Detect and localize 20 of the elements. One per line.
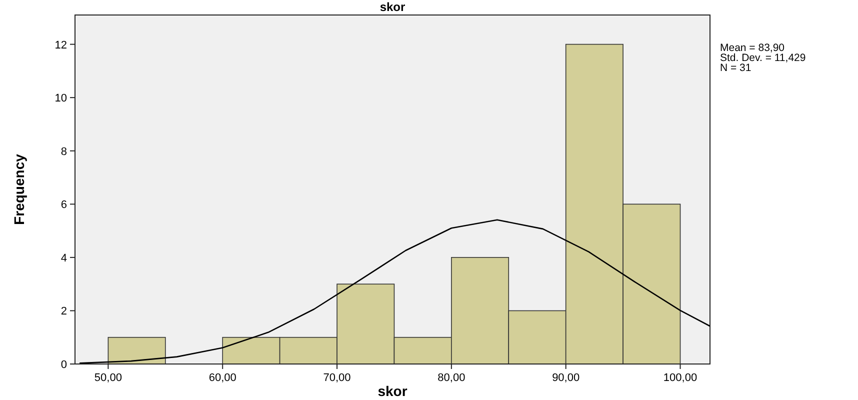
- text: Mean = 83,90: [720, 42, 785, 54]
- text: N = 31: [720, 62, 752, 74]
- y-tick-label: 10: [54, 92, 67, 105]
- chart-title: skor: [380, 0, 406, 14]
- text: Std. Dev. = 11,429: [720, 52, 806, 64]
- y-tick-label: 2: [60, 306, 67, 318]
- line-series: [78, 219, 710, 364]
- y-axis-title: Frequency: [11, 154, 27, 225]
- x-tick-label: 50,00: [94, 372, 122, 384]
- x-axis-title: skor: [378, 383, 408, 399]
- x-tick-label: 80,00: [438, 372, 466, 384]
- y-tick-label: 4: [60, 252, 67, 264]
- y-tick-label: 6: [60, 199, 67, 212]
- y-tick-label: 12: [54, 39, 67, 52]
- y-tick-label: 8: [60, 146, 67, 158]
- x-tick-label: 100,00: [663, 372, 698, 384]
- x-tick-label: 70,00: [323, 372, 351, 384]
- x-tick-label: 60,00: [208, 372, 236, 384]
- x-tick-label: 90,00: [552, 372, 580, 384]
- y-tick-label: 0: [60, 359, 67, 371]
